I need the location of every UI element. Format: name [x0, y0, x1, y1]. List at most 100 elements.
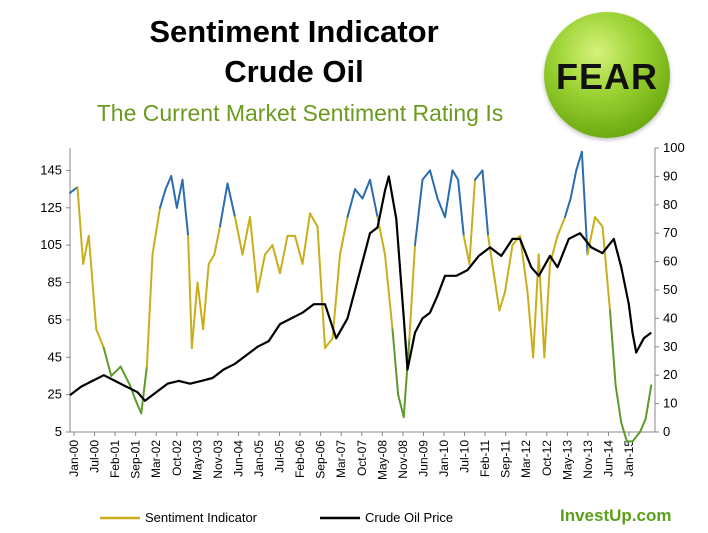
sentiment-line-segment — [414, 178, 424, 247]
x-tick-label: May-03 — [190, 440, 204, 480]
sentiment-line-segment — [175, 178, 184, 209]
sentiment-line-segment — [421, 169, 431, 181]
x-tick-label: Jul-05 — [273, 440, 287, 473]
sentiment-line-segment — [294, 234, 304, 265]
sentiment-line-segment — [620, 421, 628, 443]
chart-legend: Sentiment Indicator Crude Oil Price — [100, 510, 453, 525]
x-tick-label: Jun-04 — [231, 440, 245, 477]
sentiment-line-segment — [181, 178, 190, 237]
y-right-tick-label: 90 — [663, 168, 677, 183]
sentiment-line-segment — [87, 234, 98, 331]
sentiment-line-segment — [170, 175, 178, 209]
sentiment-line-segment — [361, 178, 371, 200]
x-tick-label: Jan-00 — [67, 440, 81, 477]
x-tick-label: Jan-10 — [437, 440, 451, 477]
y-right-tick-label: 20 — [663, 367, 677, 382]
chart-plot-area — [69, 150, 653, 443]
x-tick-label: Feb-11 — [478, 440, 492, 477]
sentiment-line-segment — [564, 197, 572, 219]
sentiment-line-segment — [207, 253, 216, 265]
sentiment-line-segment — [234, 216, 244, 256]
sentiment-line-segment — [202, 262, 210, 331]
sentiment-line-segment — [69, 186, 79, 194]
sentiment-line-segment — [444, 169, 454, 219]
sentiment-line-segment — [369, 178, 379, 219]
y-left-tick-label: 145 — [40, 162, 62, 177]
chart-title-line1: Sentiment Indicator — [149, 14, 439, 49]
x-tick-label: Sep-06 — [314, 440, 328, 479]
sentiment-line-segment — [474, 169, 484, 181]
x-tick-label: Sep-01 — [129, 440, 143, 479]
chart-title-line2: Crude Oil — [224, 54, 364, 89]
sentiment-line-segment — [468, 178, 476, 265]
sentiment-line-segment — [102, 346, 113, 377]
x-tick-label: Mar-02 — [149, 440, 163, 478]
sentiment-line-segment — [354, 188, 364, 200]
crude-oil-price-line — [69, 175, 652, 402]
x-tick-label: May-08 — [375, 440, 389, 480]
x-tick-label: Oct-02 — [170, 440, 184, 476]
y-left-tick-label: 65 — [48, 312, 62, 327]
sentiment-line-segment — [384, 253, 394, 331]
sentiment-line-segment — [397, 393, 405, 419]
sentiment-line-segment — [586, 216, 596, 256]
sentiment-line-segment — [462, 234, 471, 265]
sentiment-line-segment — [190, 281, 199, 349]
x-tick-label: Jul-00 — [88, 440, 102, 473]
sentiment-line-segment — [580, 150, 589, 256]
sentiment-line-segment — [134, 399, 143, 415]
sentiment-line-segment — [639, 417, 647, 433]
sentiment-line-segment — [119, 365, 131, 387]
sentiment-line-segment — [187, 234, 193, 349]
y-right-tick-label: 30 — [663, 339, 677, 354]
x-tick-label: Jan-05 — [252, 440, 266, 477]
y-right-tick-label: 100 — [663, 140, 685, 155]
x-tick-label: Jun-09 — [416, 440, 430, 477]
x-tick-label: Feb-01 — [108, 440, 122, 478]
sentiment-line-segment — [145, 253, 154, 368]
sentiment-line-segment — [537, 253, 546, 359]
sentiment-line-segment — [279, 234, 289, 275]
sentiment-line-segment — [498, 290, 506, 312]
y-left-tick-label: 105 — [40, 237, 62, 252]
y-left-tick-label: 5 — [55, 424, 62, 439]
sentiment-line-segment — [391, 328, 400, 396]
y-right-tick-label: 0 — [663, 424, 670, 439]
legend-label-oil: Crude Oil Price — [365, 510, 453, 525]
sentiment-line-segment — [436, 197, 446, 219]
sentiment-line-segment — [481, 169, 490, 237]
sentiment-line-segment — [301, 212, 311, 265]
sentiment-line-segment — [631, 431, 641, 443]
chart-subtitle: The Current Market Sentiment Rating Is — [96, 100, 504, 126]
sentiment-rating-badge: FEAR — [544, 12, 670, 138]
sentiment-line-segment — [110, 365, 122, 377]
x-tick-label: Feb-06 — [293, 440, 307, 478]
sentiment-line-segment — [644, 384, 653, 420]
sentiment-line-segment — [346, 188, 356, 219]
x-tick-label: Nov-08 — [396, 440, 410, 479]
sentiment-line-segment — [164, 175, 173, 191]
x-tick-label: Oct-12 — [540, 440, 554, 476]
sentiment-line-segment — [213, 225, 221, 256]
y-left-tick-label: 85 — [48, 275, 62, 290]
y-right-tick-label: 60 — [663, 254, 677, 269]
x-tick-label: Jan-15 — [622, 440, 636, 477]
sentiment-line-segment — [249, 216, 259, 293]
sentiment-line-segment — [457, 178, 465, 237]
y-right-tick-label: 40 — [663, 310, 677, 325]
sentiment-line-segment — [129, 384, 137, 402]
sentiment-line-segment — [609, 309, 617, 387]
y-left-tick-label: 45 — [48, 349, 62, 364]
sentiment-line-segment — [309, 212, 319, 228]
sentiment-line-segment — [82, 234, 90, 265]
sentiment-line-segment — [511, 234, 521, 247]
sentiment-line-segment — [429, 169, 439, 200]
brand-logo-text: InvestUp.com — [560, 506, 672, 525]
sentiment-line-segment — [569, 169, 578, 200]
y-right-tick-label: 50 — [663, 282, 677, 297]
y-right-tick-label: 70 — [663, 225, 677, 240]
sentiment-line-segment — [614, 384, 623, 424]
sentiment-line-segment — [594, 216, 604, 228]
chart-axes: 5 25 45 65 85 105 125 145 0 10 20 30 40 50 60 70 80 90 100… — [40, 140, 684, 480]
